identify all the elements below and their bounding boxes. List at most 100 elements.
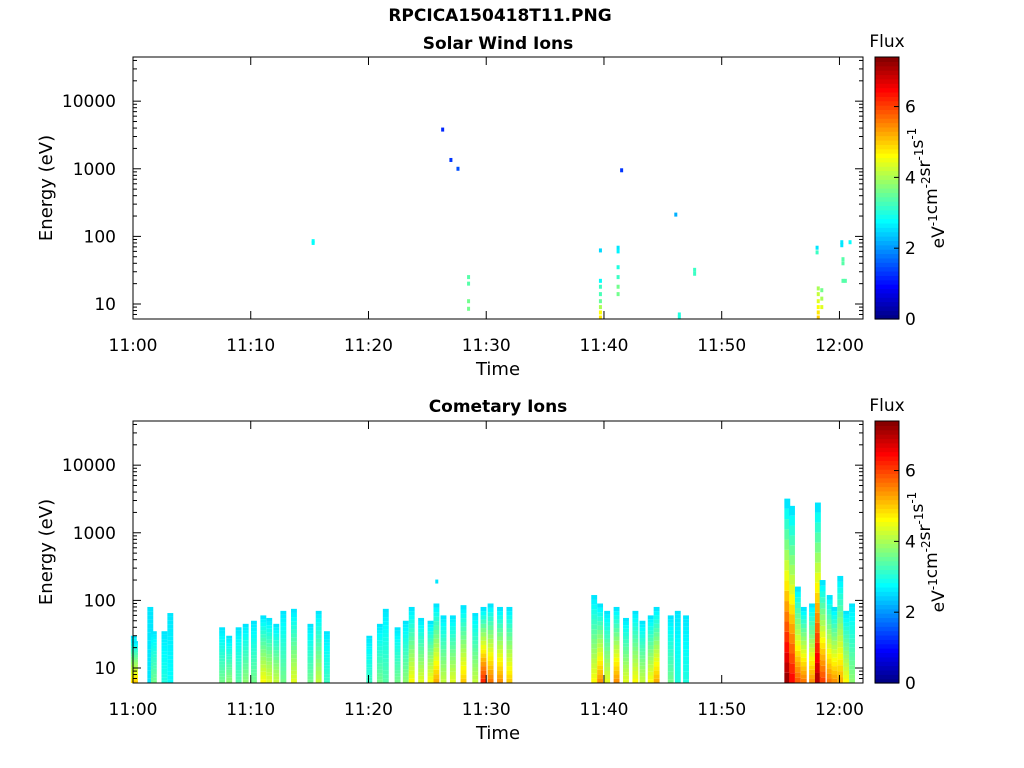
spectrogram-cell <box>647 630 654 635</box>
spectrogram-cell <box>831 623 838 629</box>
spectrogram-cell <box>150 631 157 635</box>
spectrogram-cell <box>408 628 415 633</box>
spectrogram-cell <box>402 669 409 673</box>
figure-title: RPCICA150418T11.PNG <box>388 6 612 26</box>
spectrogram-cell <box>837 641 844 648</box>
colorbar-tick-label: 6 <box>905 462 916 482</box>
spectrogram-cell <box>849 647 855 653</box>
spectrogram-cell <box>315 674 322 679</box>
spectrogram-cell <box>167 651 174 656</box>
colorbar-segment <box>875 222 899 228</box>
spectrogram-cell <box>408 611 415 616</box>
spectrogram-cell <box>497 628 503 633</box>
spectrogram-cell <box>674 658 681 663</box>
spectrogram-point <box>840 243 844 248</box>
x-tick-label: 11:30 <box>462 700 511 720</box>
spectrogram-cell <box>280 670 287 675</box>
spectrogram-cell <box>132 655 138 658</box>
spectrogram-cell <box>147 636 154 641</box>
spectrogram-cell <box>674 646 681 651</box>
spectrogram-cell <box>402 624 409 628</box>
spectrogram-cell <box>167 616 174 621</box>
unit-base: s <box>908 504 928 513</box>
spectrogram-point <box>815 250 819 255</box>
spectrogram-cell <box>480 678 487 683</box>
spectrogram-cell <box>837 647 844 654</box>
spectrogram-cell <box>789 505 795 516</box>
spectrogram-cell <box>784 590 791 602</box>
spectrogram-cell <box>408 615 415 620</box>
spectrogram-cell <box>800 632 807 637</box>
spectrogram-cell <box>273 669 280 674</box>
spectrogram-cell <box>440 637 447 642</box>
spectrogram-cell <box>366 651 373 655</box>
spectrogram-cell <box>307 646 314 651</box>
spectrogram-cell <box>497 623 503 629</box>
spectrogram-cell <box>440 675 447 680</box>
spectrogram-cell <box>408 632 415 637</box>
y-tick-label: 10 <box>94 295 116 315</box>
spectrogram-cell <box>394 648 401 653</box>
spectrogram-cell <box>460 652 467 658</box>
spectrogram-point <box>841 278 845 283</box>
colorbar-segment <box>875 512 899 518</box>
spectrogram-cell <box>433 621 440 626</box>
spectrogram-cell <box>427 651 434 656</box>
spectrogram-cell <box>440 660 447 665</box>
colorbar-segment <box>875 604 899 610</box>
spectrogram-cell <box>487 660 494 666</box>
spectrogram-cell <box>591 599 598 605</box>
spectrogram-cell <box>623 625 629 629</box>
spectrogram-cell <box>639 655 646 659</box>
spectrogram-cell <box>266 625 273 629</box>
spectrogram-cell <box>683 622 689 627</box>
spectrogram-cell <box>418 643 425 647</box>
spectrogram-cell <box>427 620 434 625</box>
spectrogram-cell <box>814 502 821 513</box>
spectrogram-cell <box>147 666 154 671</box>
colorbar-segment <box>875 297 899 303</box>
spectrogram-cell <box>376 650 383 654</box>
spectrogram-cell <box>147 661 154 667</box>
spectrogram-cell <box>449 615 456 620</box>
spectrogram-cell <box>837 635 844 642</box>
spectrogram-cell <box>604 610 611 615</box>
spectrogram-cell <box>376 653 383 657</box>
spectrogram-cell <box>161 665 168 669</box>
spectrogram-cell <box>315 630 322 635</box>
spectrogram-cell <box>280 642 287 647</box>
spectrogram-cell <box>837 623 844 630</box>
spectrogram-cell <box>219 661 226 665</box>
spectrogram-cell <box>789 633 795 644</box>
spectrogram-point <box>620 168 624 173</box>
spectrogram-cell <box>683 634 689 638</box>
spectrogram-cell <box>280 654 287 659</box>
spectrogram-cell <box>433 656 440 661</box>
spectrogram-cell <box>487 643 494 648</box>
spectrogram-cell <box>794 666 801 673</box>
spectrogram-point <box>816 286 820 291</box>
spectrogram-cell <box>849 629 855 635</box>
colorbar-segment <box>875 113 899 119</box>
spectrogram-cell <box>219 633 226 637</box>
spectrogram-cell <box>794 608 801 614</box>
spectrogram-cell <box>794 613 801 619</box>
spectrogram-cell <box>674 670 681 675</box>
spectrogram-cell <box>623 675 629 680</box>
spectrogram-cell <box>837 605 844 612</box>
spectrogram-cell <box>376 659 383 664</box>
colorbar-segment <box>875 105 899 110</box>
spectrogram-cell <box>280 614 287 619</box>
spectrogram-cell <box>376 630 383 634</box>
spectrogram-cell <box>323 677 330 681</box>
spectrogram-cell <box>497 649 503 654</box>
x-tick-label: 12:00 <box>815 700 864 720</box>
colorbar-segment <box>875 634 899 640</box>
spectrogram-cell <box>235 645 242 649</box>
spectrogram-cell <box>487 652 494 657</box>
spectrogram-cell <box>843 626 850 631</box>
colorbar-segment <box>875 630 899 636</box>
spectrogram-cell <box>161 671 168 675</box>
spectrogram-cell <box>394 667 401 671</box>
